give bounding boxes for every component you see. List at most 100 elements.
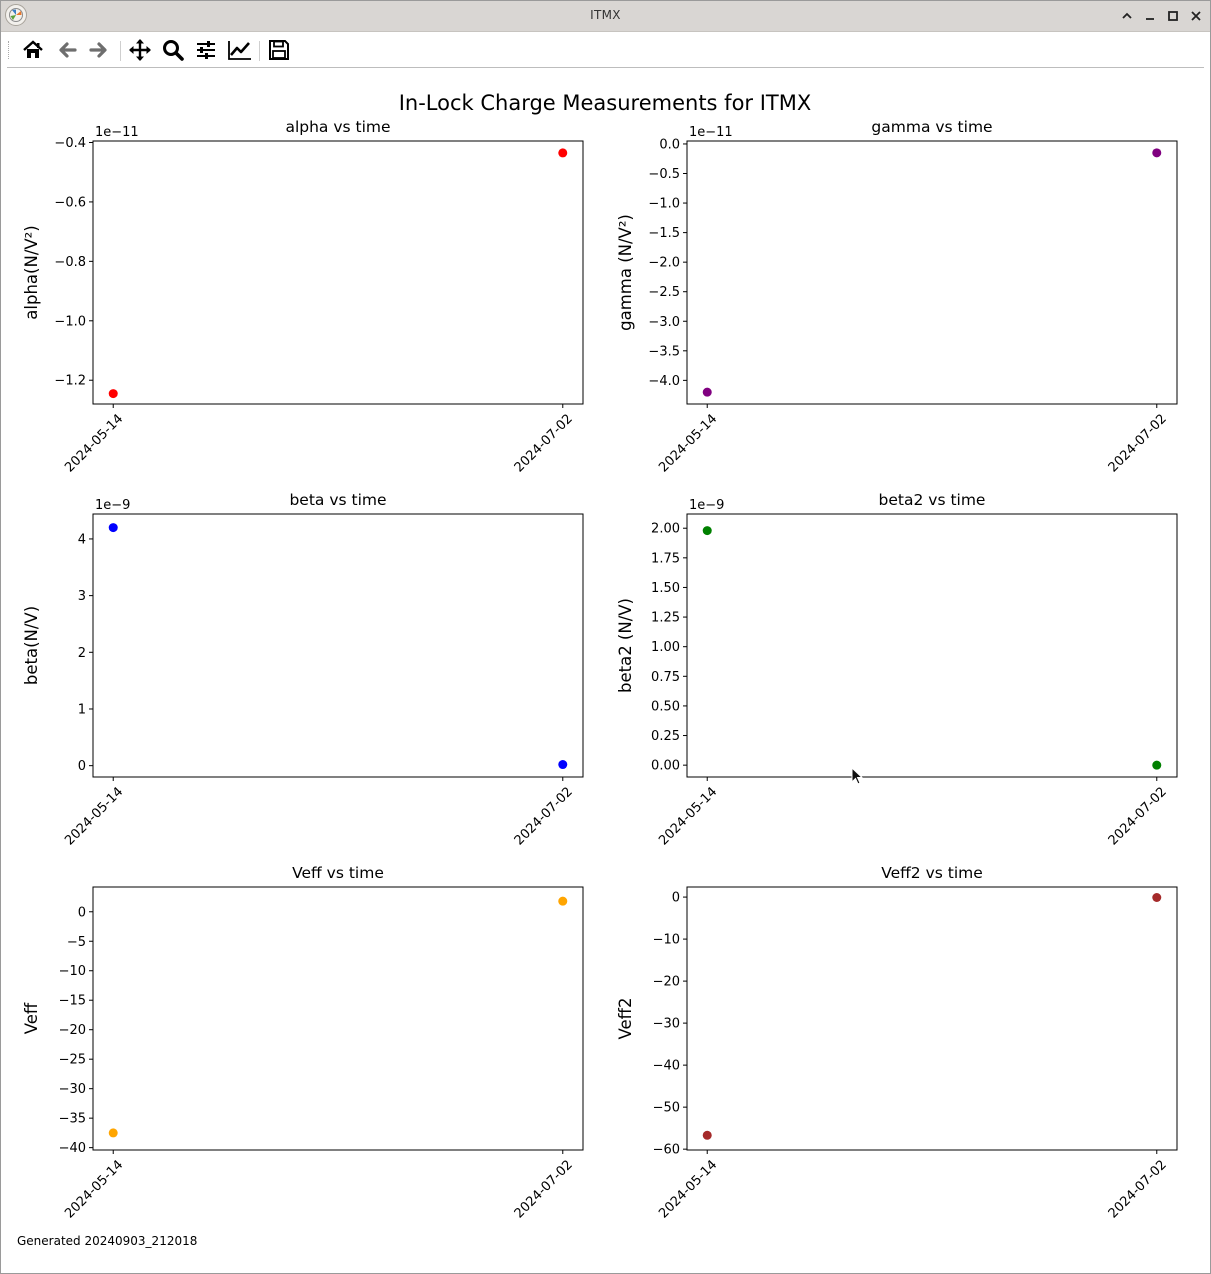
title-bar[interactable]: ITMX — [1, 1, 1210, 32]
y-tick-label: −1.5 — [648, 226, 680, 241]
y-offset-text: 1e−11 — [95, 125, 139, 140]
y-tick-label: −40 — [653, 1059, 680, 1074]
y-tick-label: 0.25 — [651, 729, 680, 744]
y-offset-text: 1e−11 — [689, 125, 733, 140]
toolbar-separator — [259, 41, 260, 61]
forward-button[interactable] — [85, 37, 113, 63]
mouse-pointer-icon — [851, 767, 864, 785]
axes-frame — [92, 140, 584, 405]
y-tick-label: 1.75 — [651, 551, 680, 566]
data-point — [108, 523, 118, 533]
axes-frame — [92, 886, 584, 1151]
y-tick-label: −0.4 — [54, 136, 86, 151]
data-point — [1152, 760, 1162, 770]
y-tick-label: −60 — [653, 1143, 680, 1158]
x-tick-label: 2024-07-02 — [512, 411, 576, 475]
subplot-title: alpha vs time — [285, 118, 390, 136]
window-minimize-button[interactable] — [1141, 7, 1159, 25]
y-tick-label: 0 — [78, 759, 86, 774]
x-tick-label: 2024-05-14 — [62, 1157, 126, 1221]
y-tick-label: −20 — [59, 1023, 86, 1038]
arrow-right-icon — [89, 42, 107, 58]
y-tick-label: −4.0 — [648, 374, 680, 389]
x-tick-label: 2024-07-02 — [1106, 1157, 1170, 1221]
subplot-3[interactable]: beta vs time 0 1 2 3 4 1e−9 beta(N/V) 2024-05-14… — [22, 491, 584, 848]
figure-canvas[interactable]: In-Lock Charge Measurements for ITMX alp… — [2, 68, 1208, 1270]
data-point — [1152, 148, 1162, 158]
magnifier-icon — [163, 40, 184, 61]
window-shade-button[interactable] — [1118, 7, 1136, 25]
y-tick-label: −35 — [59, 1112, 86, 1127]
floppy-icon — [269, 40, 289, 60]
y-tick-label: 1.00 — [651, 640, 680, 655]
toolbar-grip[interactable] — [8, 41, 11, 59]
y-tick-label: 0 — [672, 891, 680, 906]
close-icon — [1191, 11, 1201, 21]
sliders-icon — [197, 41, 215, 59]
y-tick-label: 1.50 — [651, 581, 680, 596]
back-button[interactable] — [53, 37, 81, 63]
y-tick-label: 0.50 — [651, 699, 680, 714]
y-tick-label: 2 — [78, 646, 86, 661]
x-tick-label: 2024-05-14 — [656, 411, 720, 475]
home-icon — [23, 40, 43, 58]
y-tick-label: −1.0 — [648, 197, 680, 212]
data-point — [108, 1128, 118, 1138]
subplot-4[interactable]: beta2 vs time 0.00 0.25 0.50 0.75 1.00 1.25 1.5… — [616, 491, 1178, 848]
edit-axis-button[interactable] — [225, 37, 253, 63]
data-point — [558, 760, 568, 770]
y-offset-text: 1e−9 — [95, 498, 130, 513]
arrow-left-icon — [59, 42, 77, 58]
subplot-5[interactable]: Veff vs time −40 −35 −30 −25 −20 −15 −10 −5 0 Veff… — [22, 864, 584, 1221]
subplot-1[interactable]: alpha vs time −1.2 −1.0 −0.8 −0.6 −0.4 1e−11 al… — [22, 118, 584, 475]
figure-suptitle: In-Lock Charge Measurements for ITMX — [399, 91, 812, 115]
x-tick-label: 2024-07-02 — [512, 1157, 576, 1221]
y-tick-label: −30 — [59, 1082, 86, 1097]
save-button[interactable] — [265, 37, 293, 63]
data-point — [1152, 893, 1162, 903]
y-tick-label: 2.00 — [651, 522, 680, 537]
y-tick-label: −1.2 — [54, 374, 86, 389]
axes-frame — [686, 886, 1178, 1151]
y-tick-label: −15 — [59, 994, 86, 1009]
chart-line-icon — [228, 41, 251, 60]
window-close-button[interactable] — [1187, 7, 1205, 25]
minimize-icon — [1146, 18, 1154, 20]
y-tick-label: −10 — [59, 964, 86, 979]
axes-frame — [686, 140, 1178, 405]
subplot-title: beta2 vs time — [879, 491, 986, 509]
navigation-toolbar — [1, 32, 1210, 68]
maximize-icon — [1168, 11, 1178, 21]
y-tick-label: −3.0 — [648, 315, 680, 330]
x-tick-label: 2024-05-14 — [656, 784, 720, 848]
y-tick-label: −25 — [59, 1053, 86, 1068]
y-tick-label: 0.75 — [651, 670, 680, 685]
y-tick-label: 3 — [78, 589, 86, 604]
home-button[interactable] — [19, 37, 47, 63]
data-point — [702, 1130, 712, 1140]
y-tick-label: −50 — [653, 1101, 680, 1116]
subplot-title: beta vs time — [289, 491, 386, 509]
data-point — [558, 148, 568, 158]
x-tick-label: 2024-05-14 — [62, 784, 126, 848]
y-axis-label: alpha(N/V²) — [22, 225, 41, 319]
x-tick-label: 2024-05-14 — [656, 1157, 720, 1221]
x-tick-label: 2024-07-02 — [1106, 784, 1170, 848]
subplot-6[interactable]: Veff2 vs time −60 −50 −40 −30 −20 −10 0 Veff2 202… — [616, 864, 1178, 1221]
zoom-button[interactable] — [159, 37, 187, 63]
window-maximize-button[interactable] — [1164, 7, 1182, 25]
configure-subplots-button[interactable] — [192, 37, 220, 63]
data-point — [558, 896, 568, 906]
toolbar-separator — [120, 41, 121, 61]
y-tick-label: −10 — [653, 933, 680, 948]
y-tick-label: 1 — [78, 702, 86, 717]
data-point — [702, 526, 712, 536]
pan-button[interactable] — [126, 37, 154, 63]
y-tick-label: 4 — [78, 532, 86, 547]
subplot-2[interactable]: gamma vs time −4.0 −3.5 −3.0 −2.5 −2.0 −1.5 −1.… — [616, 118, 1178, 475]
y-tick-label: −2.5 — [648, 285, 680, 300]
y-tick-label: 1.25 — [651, 611, 680, 626]
y-tick-label: −0.6 — [54, 195, 86, 210]
subplot-title: gamma vs time — [871, 118, 992, 136]
window-title: ITMX — [590, 8, 621, 22]
